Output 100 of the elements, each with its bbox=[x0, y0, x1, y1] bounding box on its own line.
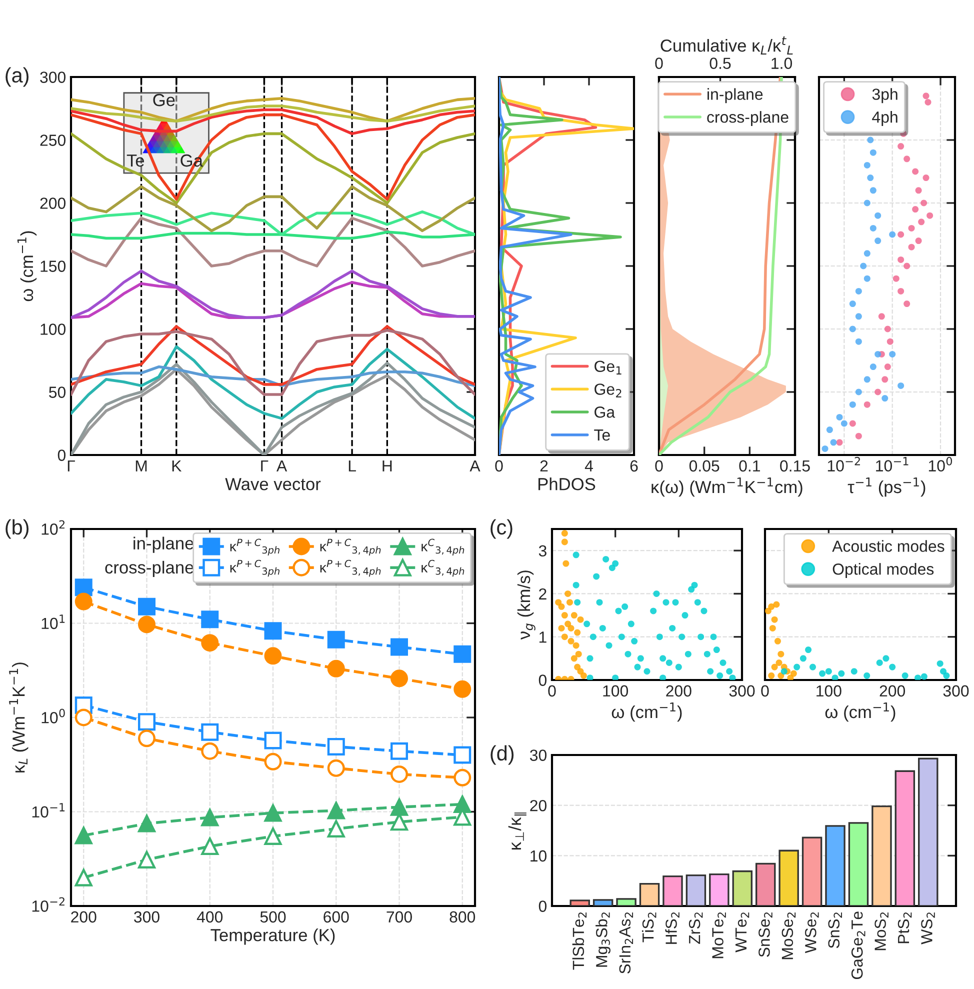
x-tick-label: HfS$_{2}$ bbox=[665, 912, 680, 944]
x2-axis-title: Cumulative κ$_{L}$/κ$^{t}$$_{L}$ bbox=[660, 36, 793, 54]
x-axis-title: Wave vector bbox=[225, 478, 321, 490]
x-tick-label: M bbox=[136, 460, 147, 472]
x2-tick-label: 0 bbox=[655, 58, 663, 69]
y-tick-label: 2 bbox=[539, 588, 546, 600]
x-tick-label: SrIn$_{2}$As$_{2}$ bbox=[619, 912, 634, 974]
y-axis-title: κ$_{⊥}$/κ$_{∥}$ bbox=[508, 812, 526, 850]
y-tick-label: 200 bbox=[40, 198, 66, 209]
y-tick-label: 10$^{−2}$ bbox=[32, 897, 64, 912]
x-tick-label: WTe$_{2}$ bbox=[736, 912, 750, 952]
x-tick-label: ZrS$_{2}$ bbox=[688, 912, 703, 944]
x-axis-title: ω (cm$^{−1}$) bbox=[825, 702, 896, 722]
legend-label: Ga bbox=[594, 406, 616, 418]
annotation: Ge bbox=[153, 94, 175, 106]
y-tick-label: 10 bbox=[530, 850, 547, 862]
x-tick-label: 0 bbox=[655, 460, 663, 472]
annotation: in-plane bbox=[134, 536, 194, 553]
x-axis-title: PhDOS bbox=[538, 478, 596, 490]
x-tick-label: 300 bbox=[729, 685, 755, 697]
x-tick-label: MoS$_{2}$ bbox=[874, 912, 888, 950]
x-axis-title: ω (cm$^{−1}$) bbox=[612, 702, 682, 722]
x-tick-label: 0.1 bbox=[739, 460, 760, 472]
y-tick-label: 3 bbox=[538, 545, 546, 557]
y-tick-label: 1 bbox=[539, 632, 546, 643]
x-tick-label: 200 bbox=[71, 911, 96, 923]
legend-label: κ$^{C}$$_{3,4ph}$ bbox=[422, 560, 464, 577]
text: (b) bbox=[6, 519, 29, 539]
x-tick-label: 500 bbox=[260, 911, 286, 923]
x-tick-label: 0 bbox=[548, 685, 556, 697]
legend-label: Acoustic modes bbox=[832, 540, 944, 552]
y-tick-label: 300 bbox=[40, 72, 66, 83]
x-tick-label: 10$^{−2}$ bbox=[828, 456, 860, 472]
x-tick-label: 0 bbox=[495, 460, 503, 472]
y-tick-label: 10$^{−1}$ bbox=[32, 803, 65, 818]
legend-label: κ$^{P+C}$$_{3ph}$ bbox=[230, 538, 280, 556]
legend-label: Optical modes bbox=[832, 563, 934, 578]
x-tick-label: MoSe$_{2}$ bbox=[782, 912, 796, 960]
x-axis-title: κ(ω) (Wm$^{−1}$K$^{−1}$cm) bbox=[652, 478, 802, 497]
x-tick-label: 6 bbox=[630, 460, 638, 472]
legend-label: 4ph bbox=[872, 111, 898, 126]
y-tick-label: 0 bbox=[58, 450, 66, 461]
legend-label: Ge$_{2}$ bbox=[594, 384, 622, 398]
y-axis-title: ν$_{g}$ (km/s) bbox=[517, 570, 536, 640]
x-tick-label: 800 bbox=[450, 911, 476, 923]
annotation: cross-plane bbox=[105, 560, 194, 578]
x-tick-label: 10$^{−1}$ bbox=[876, 457, 908, 472]
legend-label: in-plane bbox=[708, 88, 763, 104]
x-tick-label: MoTe$_{2}$ bbox=[712, 912, 726, 958]
x-tick-label: WSe$_{2}$ bbox=[804, 912, 819, 954]
x-tick-label: 0.05 bbox=[689, 460, 720, 472]
x-tick-label: TiS$_{2}$ bbox=[642, 912, 656, 942]
x2-tick-label: 0.5 bbox=[710, 58, 731, 69]
x-tick-label: WS$_{2}$ bbox=[921, 912, 935, 944]
y-axis-title: ω (cm$^{−1}$) bbox=[17, 231, 37, 302]
x-tick-label: 700 bbox=[386, 911, 412, 923]
y-tick-label: 0 bbox=[538, 900, 547, 912]
x-tick-label: 0 bbox=[761, 685, 769, 697]
legend-label: 3ph bbox=[872, 88, 898, 104]
x-tick-label: 600 bbox=[324, 911, 349, 923]
y-axis-title: κ$_{L}$ (Wm$^{−1}$K$^{−1}$) bbox=[9, 662, 28, 772]
x-tick-label: 100 bbox=[603, 685, 628, 697]
legend-label: κ$^{P+C}$$_{3,4ph}$ bbox=[320, 538, 381, 556]
x-tick-label: 0.15 bbox=[780, 460, 810, 472]
legend-label: Ge$_{1}$ bbox=[594, 360, 622, 374]
x-tick-label: Mg$_{3}$Sb$_{2}$ bbox=[596, 912, 610, 967]
x-tick-label: TlSbTe$_{2}$ bbox=[572, 912, 587, 970]
text: (c) bbox=[490, 519, 512, 539]
x-tick-label: PtS$_{2}$ bbox=[898, 912, 912, 944]
y-tick-label: 250 bbox=[40, 134, 66, 146]
x-tick-label: A bbox=[276, 460, 288, 472]
x-tick-label: H bbox=[382, 460, 392, 472]
x-tick-label: 300 bbox=[134, 911, 160, 923]
y-tick-label: 50 bbox=[49, 386, 66, 398]
y-tick-label: 10$^{0}$ bbox=[42, 708, 65, 724]
legend-label: κ$^{P+C}$$_{3ph}$ bbox=[230, 560, 280, 577]
y-tick-label: 30 bbox=[530, 750, 547, 761]
x-tick-label: L bbox=[348, 460, 356, 472]
x-tick-label: GaGe$_{2}$Te bbox=[851, 912, 866, 980]
legend-label: cross-plane bbox=[707, 111, 788, 126]
y-tick-label: 10$^{2}$ bbox=[42, 520, 64, 535]
y-tick-label: 150 bbox=[40, 260, 66, 272]
x-axis-title: τ$^{−1}$ (ps$^{−1}$) bbox=[848, 478, 926, 497]
y-tick-label: 20 bbox=[530, 800, 547, 812]
legend-label: κ$^{C}$$_{3,4ph}$ bbox=[422, 538, 464, 556]
y-tick-label: 100 bbox=[40, 324, 66, 335]
x-tick-label: SnSe$_{2}$ bbox=[758, 912, 772, 957]
y-tick-label: 0 bbox=[538, 674, 547, 686]
legend-label: Te bbox=[594, 430, 610, 441]
x-tick-label: Γ bbox=[261, 460, 268, 472]
x-tick-label: 300 bbox=[943, 685, 969, 697]
text: (a) bbox=[6, 67, 29, 87]
x2-tick-label: 1.0 bbox=[772, 58, 792, 69]
x-tick-label: 4 bbox=[584, 460, 593, 472]
x-tick-label: Γ bbox=[68, 460, 75, 472]
legend-label: κ$^{P+C}$$_{3,4ph}$ bbox=[320, 560, 381, 577]
x-tick-label: SnS$_{2}$ bbox=[828, 912, 842, 948]
x-tick-label: K bbox=[172, 460, 182, 472]
x-tick-label: 200 bbox=[666, 685, 692, 697]
text: (d) bbox=[490, 745, 514, 765]
